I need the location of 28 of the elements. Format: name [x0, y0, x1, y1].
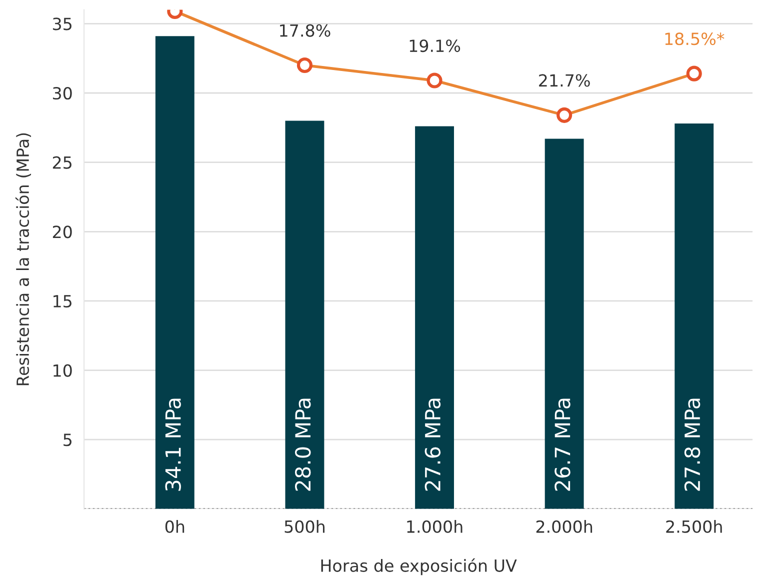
annotation: 19.1%: [410, 39, 460, 52]
x-axis-title: Horas de exposición UV: [321, 558, 517, 576]
x-tick-label: 0h: [165, 520, 184, 533]
data-label: 27.8 MPa: [684, 398, 700, 491]
x-tick-label: 2.000h: [536, 520, 592, 533]
annotation: 17.8%: [280, 24, 330, 37]
y-tick-label: 30: [52, 86, 72, 100]
annotation: 21.7%: [539, 74, 590, 87]
data-label: 27.6 MPa: [424, 398, 441, 491]
data-label: 28.0 MPa: [294, 398, 311, 491]
bar: [155, 36, 194, 509]
y-axis-title: Resistencia a la tracción (MPa): [15, 133, 32, 386]
y-tick-label: 35: [52, 18, 72, 30]
x-tick-label: 500h: [284, 520, 324, 533]
annotation: 18.5%*: [665, 32, 724, 46]
data-label: 34.1 MPa: [165, 398, 181, 491]
y-tick-label: 20: [52, 226, 72, 238]
bar: [415, 126, 454, 509]
y-tick-label: 10: [54, 364, 72, 377]
x-tick-label: 1.000h: [407, 520, 462, 533]
bar: [285, 120, 324, 509]
y-tick-label: 15: [54, 295, 72, 308]
bar: [674, 123, 714, 509]
x-tick-label: 2.500h: [666, 520, 722, 533]
y-tick-label: 25: [52, 156, 72, 169]
bar: [544, 138, 584, 509]
data-label: 26.7 MPa: [554, 398, 570, 491]
y-tick-label: 5: [64, 434, 72, 446]
